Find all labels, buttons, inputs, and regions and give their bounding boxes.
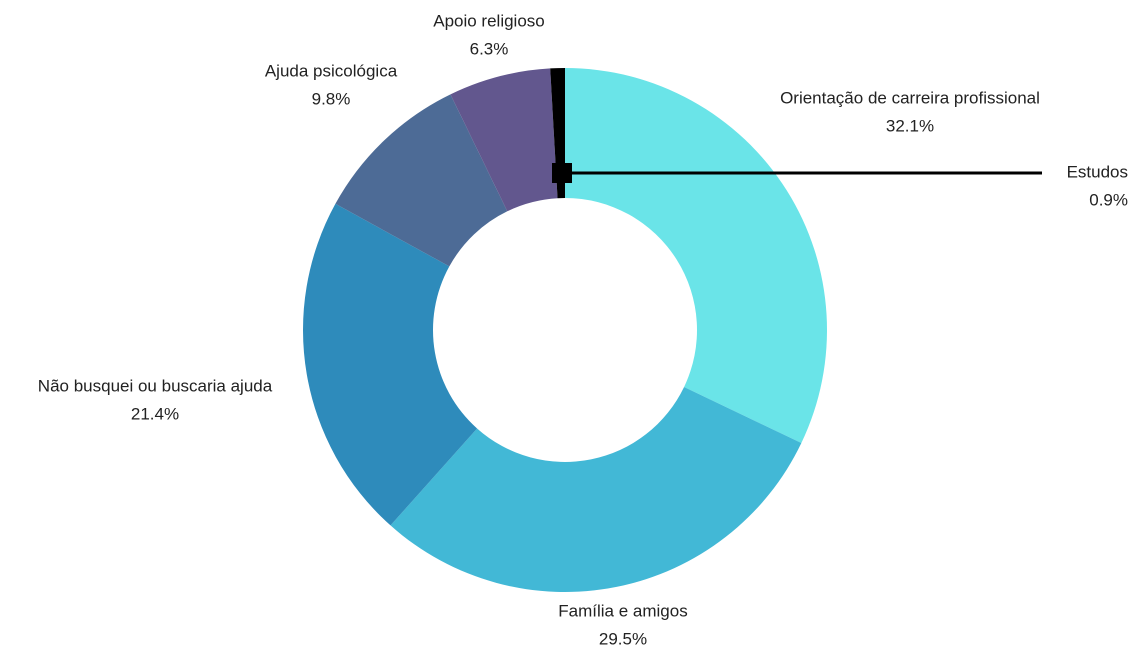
slice (335, 94, 508, 267)
slice-label: Ajuda psicológica (265, 61, 398, 80)
value-label: 29.5% (599, 629, 647, 648)
slice (565, 68, 827, 444)
value-label: 21.4% (131, 404, 179, 423)
value-label: 9.8% (312, 89, 351, 108)
slice-label: Apoio religioso (433, 11, 545, 30)
slice-label: Não busquei ou buscaria ajuda (38, 376, 273, 395)
slice (302, 203, 478, 526)
slice-label: Estudos (1067, 162, 1128, 181)
value-label: 32.1% (886, 116, 934, 135)
leader-marker (552, 163, 572, 183)
value-label: 0.9% (1089, 190, 1128, 209)
value-label: 6.3% (470, 39, 509, 58)
slice (390, 386, 802, 593)
slice-label: Família e amigos (558, 601, 687, 620)
slice-label: Orientação de carreira profissional (780, 88, 1040, 107)
slice (450, 68, 558, 212)
